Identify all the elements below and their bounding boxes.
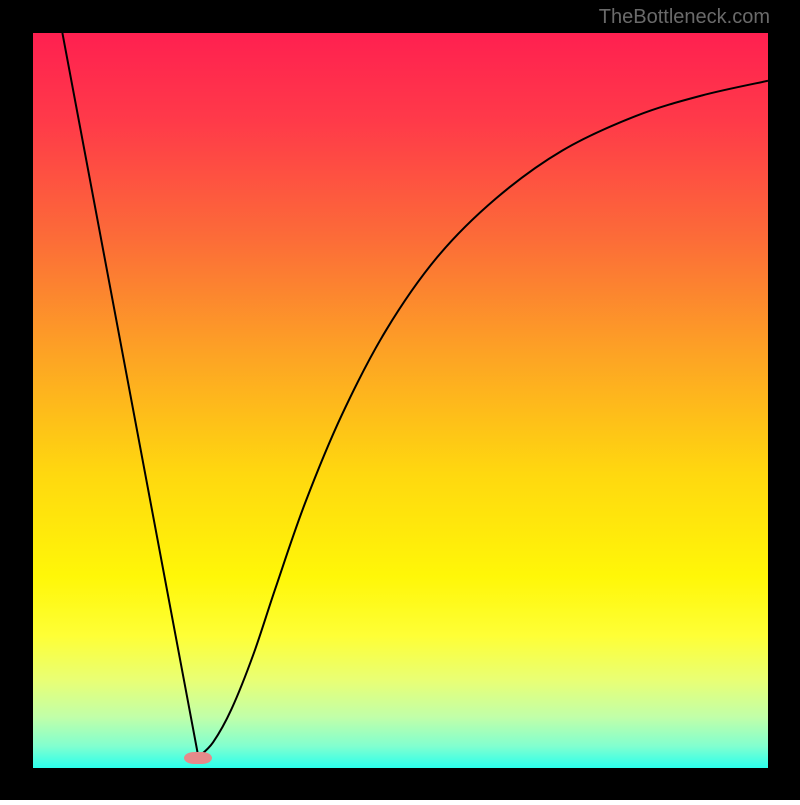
minimum-marker <box>184 752 212 764</box>
curve-layer <box>33 33 768 768</box>
plot-area <box>33 33 768 768</box>
chart-container: TheBottleneck.com <box>0 0 800 800</box>
bottleneck-curve <box>62 33 768 757</box>
watermark-text: TheBottleneck.com <box>599 6 770 29</box>
